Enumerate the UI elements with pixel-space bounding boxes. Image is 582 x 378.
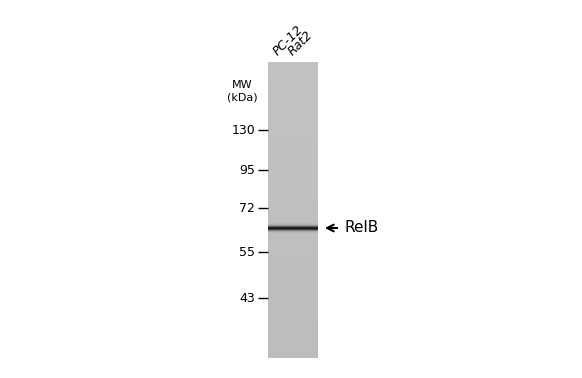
Bar bbox=[268, 259, 318, 264]
Bar bbox=[268, 314, 318, 319]
Bar bbox=[268, 72, 318, 77]
Bar bbox=[268, 304, 318, 309]
Text: PC-12: PC-12 bbox=[271, 23, 306, 58]
Bar bbox=[268, 200, 318, 205]
Bar bbox=[268, 299, 318, 304]
Bar bbox=[268, 220, 318, 225]
Bar bbox=[268, 245, 318, 249]
Bar bbox=[268, 101, 318, 106]
Bar bbox=[268, 240, 318, 245]
Bar bbox=[268, 67, 318, 72]
Bar bbox=[268, 319, 318, 324]
Text: 55: 55 bbox=[239, 245, 255, 259]
Text: 43: 43 bbox=[239, 291, 255, 305]
Bar bbox=[268, 249, 318, 254]
Bar bbox=[268, 190, 318, 195]
Bar bbox=[268, 131, 318, 136]
Bar bbox=[268, 269, 318, 274]
Bar bbox=[268, 353, 318, 358]
Text: 95: 95 bbox=[239, 164, 255, 177]
Bar bbox=[268, 230, 318, 235]
Bar bbox=[268, 294, 318, 299]
Bar bbox=[268, 126, 318, 131]
Bar bbox=[268, 279, 318, 284]
Bar bbox=[268, 333, 318, 338]
Bar bbox=[268, 112, 318, 116]
Bar bbox=[268, 141, 318, 146]
Bar bbox=[268, 156, 318, 161]
Text: 72: 72 bbox=[239, 201, 255, 214]
Bar bbox=[268, 161, 318, 166]
Bar bbox=[268, 235, 318, 240]
Text: Rat2: Rat2 bbox=[286, 28, 315, 58]
Bar bbox=[268, 82, 318, 87]
Bar bbox=[268, 166, 318, 170]
Bar bbox=[268, 309, 318, 314]
Bar bbox=[268, 274, 318, 279]
Bar bbox=[268, 343, 318, 348]
Bar bbox=[268, 175, 318, 180]
Bar bbox=[268, 195, 318, 200]
Text: RelB: RelB bbox=[344, 220, 378, 235]
Bar bbox=[268, 136, 318, 141]
Bar bbox=[268, 215, 318, 220]
Bar bbox=[268, 289, 318, 294]
Bar bbox=[268, 77, 318, 82]
Bar bbox=[268, 205, 318, 210]
Bar bbox=[268, 121, 318, 126]
Bar bbox=[268, 185, 318, 190]
Bar bbox=[268, 180, 318, 185]
Text: MW
(kDa): MW (kDa) bbox=[226, 80, 257, 102]
Bar bbox=[268, 116, 318, 121]
Bar bbox=[268, 106, 318, 112]
Bar bbox=[268, 87, 318, 91]
Bar bbox=[268, 91, 318, 96]
Bar bbox=[268, 62, 318, 67]
Bar bbox=[268, 151, 318, 156]
Bar bbox=[268, 210, 318, 215]
Bar bbox=[268, 284, 318, 289]
Bar bbox=[268, 225, 318, 230]
Bar bbox=[268, 348, 318, 353]
Bar bbox=[268, 324, 318, 328]
Bar bbox=[268, 254, 318, 259]
Bar bbox=[268, 146, 318, 151]
Bar bbox=[268, 96, 318, 101]
Bar bbox=[268, 338, 318, 343]
Text: 130: 130 bbox=[231, 124, 255, 136]
Bar bbox=[268, 170, 318, 175]
Bar bbox=[268, 328, 318, 333]
Bar bbox=[268, 264, 318, 269]
